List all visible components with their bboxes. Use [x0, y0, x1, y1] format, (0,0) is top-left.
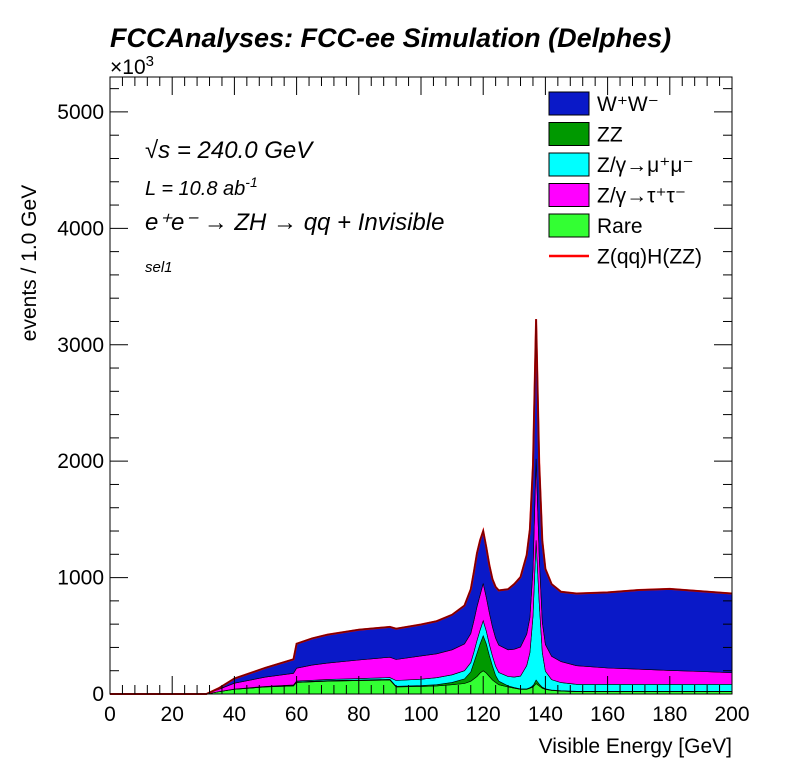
y-exponent-power: 3 [146, 53, 154, 70]
y-tick-label: 0 [92, 683, 104, 706]
legend-label: Z/γ→τ⁺τ⁻ [597, 185, 686, 208]
legend-swatch [548, 152, 590, 177]
x-tick-label: 100 [403, 703, 438, 726]
x-tick-label: 140 [528, 703, 563, 726]
legend: W⁺W⁻ ZZ Z/γ→μ⁺μ⁻ Z/γ→τ⁺τ⁻ Rare Z(qq)H(ZZ) [548, 91, 702, 269]
x-tick-label: 180 [652, 703, 687, 726]
y-tick-label: 5000 [57, 101, 104, 124]
x-tick-label: 120 [466, 703, 501, 726]
y-axis: 0 1000 2000 3000 4000 5000 [57, 88, 732, 706]
x-tick-label: 40 [223, 703, 246, 726]
y-tick-label: 4000 [57, 217, 104, 240]
x-tick-label: 200 [714, 703, 749, 726]
x-axis-label: Visible Energy [GeV] [539, 735, 732, 758]
annotation-lumi-power: -1 [245, 174, 257, 190]
y-exponent-base: ×10 [110, 56, 146, 79]
legend-swatch [548, 183, 590, 207]
legend-label: Rare [597, 215, 643, 238]
legend-label: Z/γ→μ⁺μ⁻ [597, 154, 694, 177]
legend-swatch [548, 91, 590, 116]
legend-swatch [548, 213, 590, 238]
legend-label: Z(qq)H(ZZ) [597, 246, 702, 269]
stack-total-outline [110, 319, 733, 695]
legend-swatch [548, 122, 590, 146]
annotation-sqrt-s: √s = 240.0 GeV [145, 137, 314, 164]
x-axis: 0 20 40 60 80 100 120 140 160 180 200 [104, 77, 750, 726]
x-tick-label: 20 [161, 703, 184, 726]
legend-label: ZZ [597, 124, 623, 147]
y-axis-label: events / 1.0 GeV [18, 185, 41, 341]
y-exponent: ×103 [110, 53, 154, 79]
x-tick-label: 80 [347, 703, 370, 726]
y-tick-label: 3000 [57, 334, 104, 357]
y-tick-label: 1000 [57, 567, 104, 590]
x-tick-label: 0 [104, 703, 116, 726]
chart-title: FCCAnalyses: FCC-ee Simulation (Delphes) [110, 23, 671, 53]
plot-area [110, 319, 733, 695]
annotation-lumi-text: L = 10.8 ab [145, 178, 245, 200]
annotation-process: e⁺e⁻ → ZH → qq + Invisible [145, 209, 444, 236]
y-tick-label: 2000 [57, 450, 104, 473]
annotation-lumi: L = 10.8 ab-1 [145, 174, 258, 200]
x-tick-label: 160 [590, 703, 625, 726]
x-tick-label: 60 [285, 703, 308, 726]
annotation-selection: sel1 [145, 259, 173, 276]
legend-label: W⁺W⁻ [597, 93, 659, 116]
